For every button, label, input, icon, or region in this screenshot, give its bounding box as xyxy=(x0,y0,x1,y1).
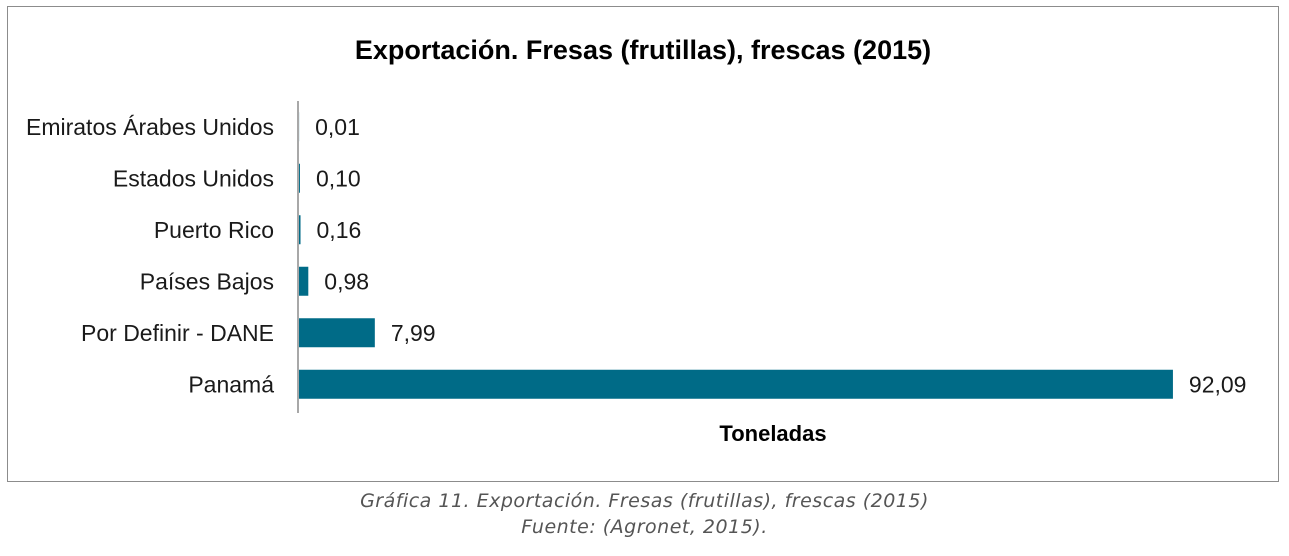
figure-caption: Gráfica 11. Exportación. Fresas (frutill… xyxy=(360,490,929,512)
chart-frame: Exportación. Fresas (frutillas), frescas… xyxy=(7,6,1279,482)
data-label: 0,16 xyxy=(317,217,362,243)
figure-source: Fuente: (Agronet, 2015). xyxy=(521,516,768,538)
category-label: Puerto Rico xyxy=(154,217,274,243)
bar xyxy=(299,369,1173,399)
category-label: Panamá xyxy=(188,371,274,397)
bars-group: Emiratos Árabes Unidos 0,01 Estados Unidos… xyxy=(26,112,1246,399)
bar xyxy=(299,163,300,193)
bar xyxy=(299,266,309,296)
bar xyxy=(299,215,301,245)
chart-title: Exportación. Fresas (frutillas), frescas… xyxy=(355,35,931,65)
category-label: Emiratos Árabes Unidos xyxy=(26,114,274,140)
bar xyxy=(299,318,375,348)
category-label: Por Definir - DANE xyxy=(81,320,274,346)
category-label: Estados Unidos xyxy=(113,165,274,191)
bar-chart: Exportación. Fresas (frutillas), frescas… xyxy=(26,35,1246,446)
x-axis-title: Toneladas xyxy=(719,421,826,446)
data-label: 0,10 xyxy=(316,165,361,191)
data-label: 0,01 xyxy=(315,114,360,140)
data-label: 0,98 xyxy=(324,268,369,294)
category-label: Países Bajos xyxy=(140,268,274,294)
data-label: 92,09 xyxy=(1189,371,1247,397)
data-label: 7,99 xyxy=(391,320,436,346)
